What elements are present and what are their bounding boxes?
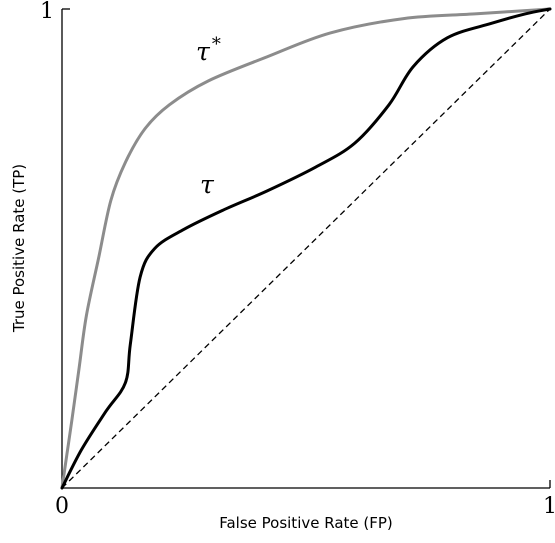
- y-axis-title: True Positive Rate (TP): [10, 164, 28, 333]
- y-tick-label-1: 1: [40, 0, 54, 24]
- x-axis-title: False Positive Rate (FP): [219, 514, 393, 532]
- chance-diagonal-line: [61, 8, 551, 489]
- x-tick-label-0: 0: [55, 494, 69, 519]
- x-tick-label-1: 1: [543, 494, 555, 519]
- tau-curve: [60, 7, 552, 490]
- tau-star-curve: [60, 7, 552, 490]
- series-layer: [60, 7, 552, 490]
- tau-curve-label: τ: [200, 170, 215, 199]
- tau-star-curve-label: τ *: [196, 34, 221, 66]
